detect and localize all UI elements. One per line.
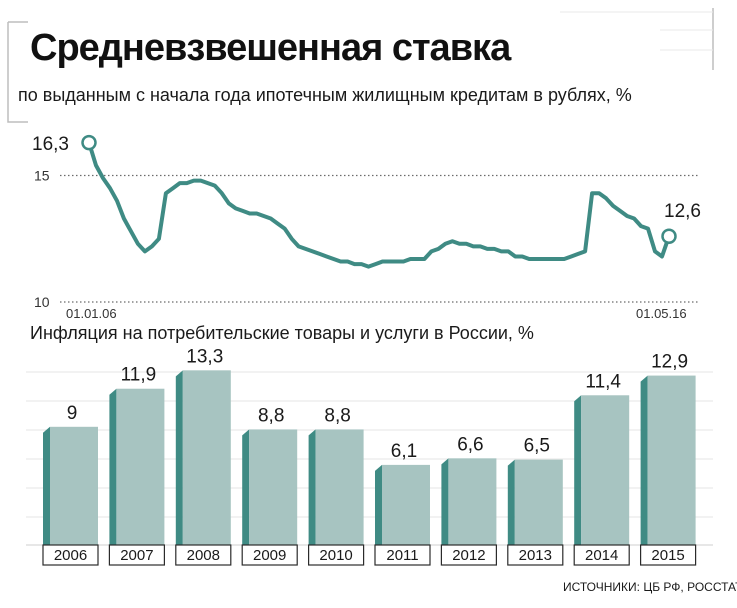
bar-side [507,459,515,545]
year-box [241,544,298,566]
bar-2012 [448,458,497,545]
year-label: 2014 [585,547,618,564]
x-end-date: 01.05.16 [636,306,687,321]
bar-2013 [514,459,563,545]
bar-2011 [382,464,430,545]
year-box [108,544,166,566]
bar-side [375,464,382,545]
bar-side [43,426,50,545]
bar-value-label: 9 [67,403,78,424]
bar-side [242,429,250,545]
bar-chart-title: Инфляция на потребительские товары и усл… [30,323,534,343]
bar-2006 [50,426,98,545]
year-label: 2015 [651,547,684,564]
year-box [374,544,431,566]
series-line-rate [87,140,671,269]
bar-value-label: 8,8 [324,405,350,426]
frame-border [7,8,714,123]
line-chart: 15 10 16,3 12,6 01.01.06 01.05.16 [32,134,701,321]
bar-2010 [315,429,364,545]
start-point [81,134,97,151]
year-box [308,544,365,566]
bar-side [441,458,449,545]
bars [42,370,697,566]
bar-side [308,429,316,545]
bar-2015 [647,375,696,545]
bar-side [109,388,117,545]
chart-subtitle: по выданным с начала года ипотечным жили… [18,85,632,105]
year-box [507,544,564,566]
end-value-label: 12,6 [664,201,701,222]
bar-value-label: 13,3 [186,346,223,367]
year-box [440,544,497,566]
year-box [639,544,697,566]
bar-2007 [116,388,165,545]
end-point [661,228,677,244]
bar-side [574,395,582,545]
bar-chart: 911,913,38,8 8,86,1 6,6 6,511,412,9 2006 200… [26,346,713,566]
year-label: 2012 [452,547,485,564]
background-grid [560,11,713,51]
bar-value-labels: 9 11,9 13,3 8,8 8,8 6,1 6,6 6,5 11,4 12,9 [67,346,688,462]
year-label: 2007 [120,547,153,564]
bar-2009 [249,429,298,545]
year-label: 2010 [319,547,352,564]
bar-value-label: 6,5 [524,436,550,457]
source-note: ИСТОЧНИКИ: ЦБ РФ, РОССТАТ [563,580,737,594]
bar-value-label: 8,8 [258,405,284,426]
bar-side [175,370,183,545]
year-box [175,544,232,566]
bar-value-label: 11,4 [585,371,621,392]
bar-2008 [182,370,231,545]
x-start-date: 01.01.06 [66,306,117,321]
bar-value-label: 6,6 [457,434,483,455]
y-tick-10: 10 [34,294,50,310]
chart-title: Средневзвешенная ставка [30,27,512,69]
year-label: 2009 [253,547,286,564]
bar-value-label: 6,1 [391,441,417,462]
year-label: 2008 [187,547,220,564]
bar-value-label: 12,9 [651,352,688,373]
year-label: 2011 [386,547,418,564]
year-label: 2006 [54,547,87,564]
bar-value-label: 11,9 [121,365,157,386]
y-tick-15: 15 [34,168,50,184]
year-box [42,544,99,566]
year-label: 2013 [519,547,552,564]
bar-side [640,375,648,545]
start-value-label: 16,3 [32,134,69,155]
bar-2014 [581,395,630,545]
year-labels: 2006 2007 2008 2009 2010 2011 2012 2013 2014 2015 [54,547,685,564]
year-box [573,544,630,566]
